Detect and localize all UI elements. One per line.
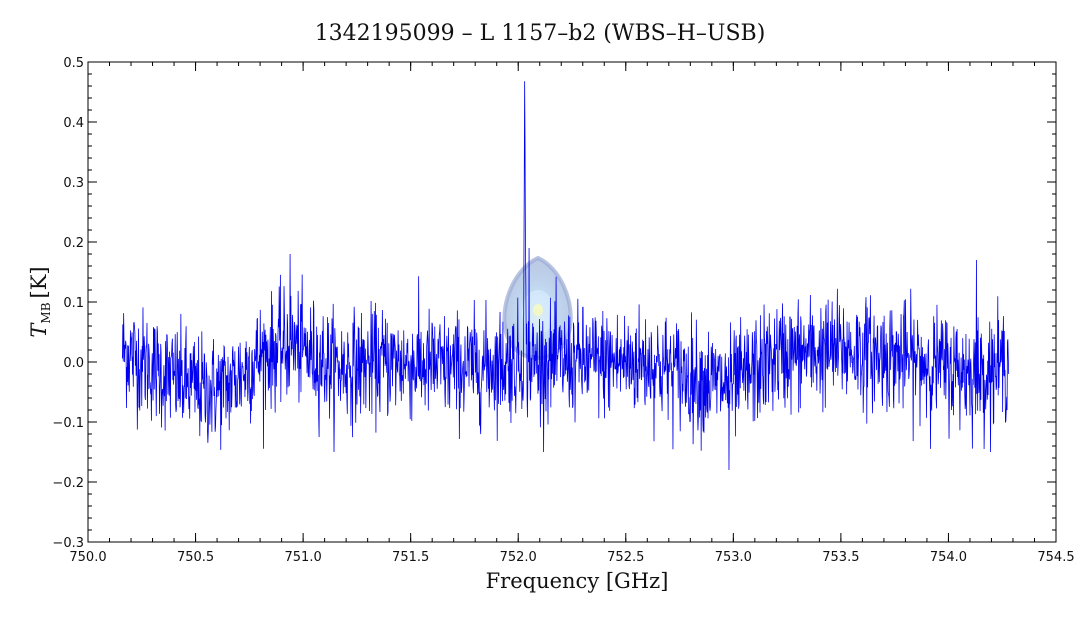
x-tick-label: 751.5 <box>392 550 429 565</box>
svg-text:TMB[K]: TMB [K] <box>27 266 53 337</box>
y-axis-label-subscript: MB <box>39 302 53 323</box>
y-axis-label-unit: [K] <box>27 266 51 298</box>
x-tick-label: 754.5 <box>1037 550 1074 565</box>
y-axis-label-main: T <box>27 322 51 338</box>
chart-title: 1342195099 – L 1157–b2 (WBS–H–USB) <box>315 21 766 46</box>
x-tick-label: 750.0 <box>69 550 106 565</box>
x-tick-label: 753.5 <box>822 550 859 565</box>
x-tick-labels: 750.0 750.5 751.0 751.5 752.0 752.5 753.0 753.5… <box>69 550 1074 565</box>
y-tick-label: −0.2 <box>52 476 84 491</box>
y-tick-label: −0.3 <box>52 536 84 551</box>
y-tick-label: 0.4 <box>63 116 84 131</box>
x-tick-label: 752.0 <box>500 550 537 565</box>
spectrum-line <box>122 81 1010 471</box>
x-tick-label: 752.5 <box>607 550 644 565</box>
y-axis-label: TMB [K] <box>27 266 53 337</box>
plot-frame <box>87 61 1057 543</box>
y-tick-label: 0.3 <box>63 176 84 191</box>
y-tick-label: 0.2 <box>63 236 84 251</box>
x-tick-label: 753.0 <box>715 550 752 565</box>
y-tick-label: 0.5 <box>63 56 84 71</box>
x-tick-label: 754.0 <box>930 550 967 565</box>
y-tick-label: 0.0 <box>63 356 84 371</box>
y-tick-labels: −0.3 −0.2 −0.1 0.0 0.1 0.2 0.3 0.4 0.5 <box>52 56 84 551</box>
x-tick-label: 750.5 <box>177 550 214 565</box>
y-tick-label: 0.1 <box>63 296 84 311</box>
y-tick-label: −0.1 <box>52 416 84 431</box>
x-tick-label: 751.0 <box>285 550 322 565</box>
x-axis-label: Frequency [GHz] <box>486 569 669 593</box>
